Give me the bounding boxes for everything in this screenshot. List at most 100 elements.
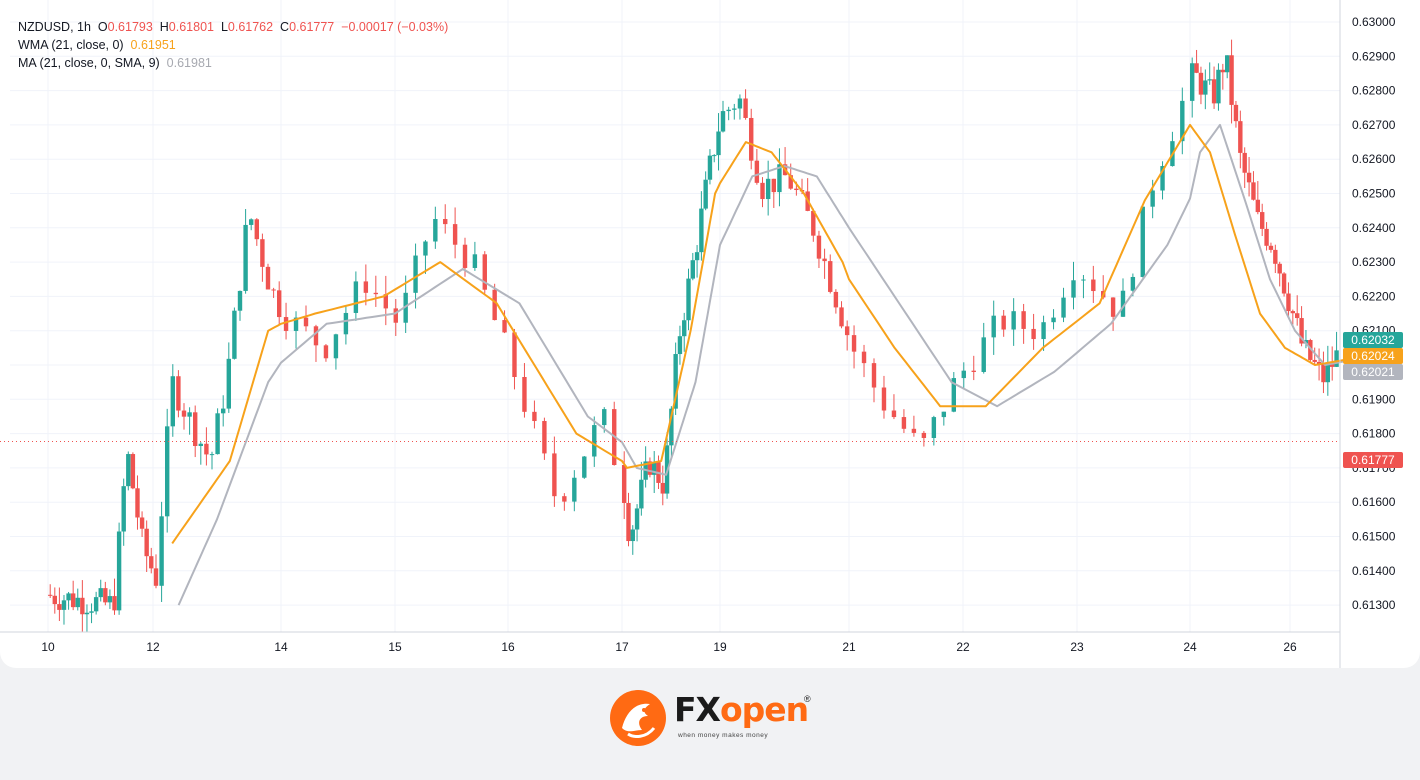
candle-up — [98, 588, 103, 598]
candle-down — [181, 410, 187, 417]
indicator-lines — [171, 123, 1363, 606]
candle-down — [283, 317, 289, 331]
grid-lines — [10, 0, 1340, 632]
ma-row[interactable]: MA (21, close, 0, SMA, 9) 0.61981 — [18, 54, 448, 72]
fxopen-logo: FXopen ® when money makes money — [608, 688, 818, 750]
candle-down — [660, 482, 665, 494]
candle-up — [991, 315, 996, 338]
candle-down — [373, 292, 379, 295]
candle-up — [1130, 276, 1136, 291]
candle-up — [187, 412, 192, 417]
candle-up — [107, 596, 113, 603]
candle-up — [690, 260, 695, 279]
candle-down — [542, 421, 547, 454]
candle-down — [313, 326, 319, 346]
candle-down — [891, 410, 897, 418]
y-tick-label: 0.62900 — [1352, 49, 1396, 63]
candle-up — [686, 278, 691, 321]
candle-down — [771, 178, 776, 193]
candle-up — [165, 426, 170, 517]
candle-down — [532, 411, 537, 422]
axes: 0.63000 0.62900 0.62800 0.62700 0.62600 0.625… — [0, 0, 1396, 668]
candle-down — [1220, 69, 1226, 73]
candle-up — [1334, 350, 1339, 367]
x-tick-label: 22 — [956, 640, 970, 654]
candle-up — [961, 370, 966, 379]
y-tick-label: 0.61900 — [1352, 392, 1396, 406]
candle-down — [1273, 249, 1278, 264]
candle-down — [393, 308, 398, 323]
candle-down — [911, 428, 917, 433]
x-tick-label: 14 — [274, 640, 288, 654]
ma-last-price-tag: 0.62032 — [1343, 332, 1403, 348]
candle-down — [1229, 55, 1234, 105]
candle-down — [1238, 121, 1243, 153]
candle-up — [293, 317, 299, 331]
change-value: −0.00017 (−0.03%) — [341, 20, 449, 34]
candle-down — [833, 291, 839, 308]
candle-down — [1246, 172, 1252, 183]
candle-down — [1031, 328, 1036, 340]
candle-down — [647, 461, 653, 475]
candle-up — [215, 413, 220, 455]
open-label: O — [97, 20, 108, 34]
x-tick-label: 19 — [713, 640, 727, 654]
candle-down — [839, 307, 844, 327]
wma-last-price-tag: 0.62024 — [1343, 348, 1403, 364]
sma-last-price-tag: 0.62021 — [1343, 364, 1403, 380]
candle-up — [413, 255, 418, 293]
candle-up — [221, 408, 226, 414]
y-tick-label: 0.63000 — [1352, 15, 1396, 29]
low-value: 0.61762 — [227, 20, 274, 34]
candle-up — [116, 531, 122, 611]
candle-down — [1281, 273, 1287, 294]
candle-up — [1061, 297, 1066, 318]
candle-down — [562, 496, 567, 502]
candle-down — [844, 326, 850, 336]
candle-up — [232, 310, 237, 359]
candle-down — [749, 117, 754, 161]
candle-down — [901, 417, 907, 429]
ma-value: 0.61981 — [166, 56, 212, 70]
candle-up — [602, 409, 607, 426]
candle-down — [1211, 79, 1217, 104]
candle-up — [777, 164, 782, 193]
wma-row[interactable]: WMA (21, close, 0) 0.61951 — [18, 36, 448, 54]
candle-down — [462, 244, 468, 268]
candle-up — [673, 354, 678, 409]
price-chart[interactable]: 0.63000 0.62900 0.62800 0.62700 0.62600 0.625… — [0, 0, 1420, 668]
candle-up — [572, 477, 577, 502]
candle-down — [522, 377, 527, 412]
candle-down — [70, 593, 76, 608]
brand-open: open — [720, 690, 809, 729]
x-tick-label: 26 — [1283, 640, 1297, 654]
candle-down — [112, 596, 117, 611]
symbol-label[interactable]: NZDUSD, 1h — [18, 20, 91, 34]
candle-down — [828, 261, 833, 292]
candle-down — [1110, 297, 1116, 317]
candle-down — [204, 443, 209, 455]
candle-up — [1011, 311, 1016, 330]
candle-up — [981, 337, 986, 372]
y-tick-label: 0.62600 — [1352, 152, 1396, 166]
y-tick-label: 0.62500 — [1352, 187, 1396, 201]
candle-up — [941, 411, 947, 418]
candle-down — [1091, 279, 1096, 292]
candle-down — [363, 281, 369, 293]
candle-down — [135, 488, 140, 518]
candle-up — [1140, 206, 1145, 277]
candle-up — [343, 312, 349, 335]
y-tick-label: 0.61500 — [1352, 530, 1396, 544]
candle-down — [265, 266, 271, 290]
candlestick-series — [48, 39, 1339, 632]
current-price-tag: 0.61777 — [1343, 452, 1403, 468]
brand-wordmark: FXopen — [674, 690, 809, 730]
candle-up — [951, 378, 956, 412]
candle-down — [153, 568, 159, 586]
y-tick-label: 0.62400 — [1352, 221, 1396, 235]
candle-down — [149, 556, 154, 569]
candle-down — [743, 98, 748, 118]
candle-up — [582, 456, 587, 478]
candle-down — [760, 182, 765, 200]
candle-up — [630, 529, 635, 542]
